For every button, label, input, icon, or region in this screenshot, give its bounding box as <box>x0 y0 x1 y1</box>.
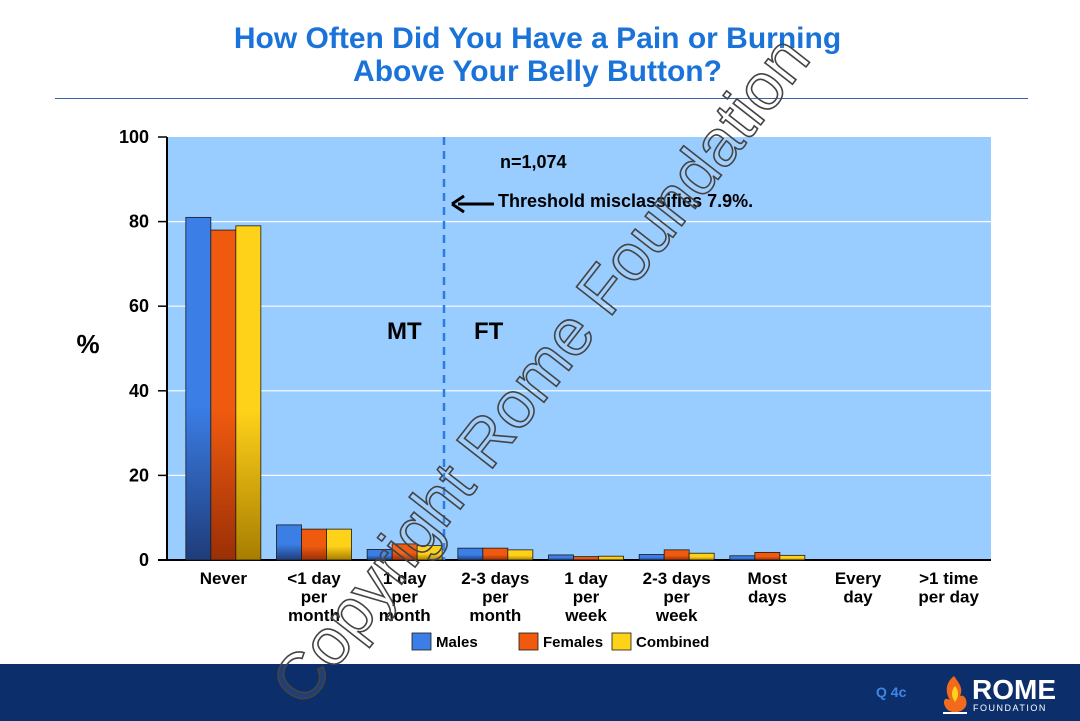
mt-region-label: MT <box>387 318 422 345</box>
question-label: Q 4c <box>876 684 907 700</box>
flame-icon <box>943 676 967 714</box>
bar-females <box>573 556 599 561</box>
x-tick-label: >1 time per day <box>918 569 979 607</box>
bar-females <box>391 543 418 561</box>
y-tick-label: 60 <box>129 296 149 316</box>
x-tick-label: Every day <box>835 569 882 607</box>
bar-combined <box>235 225 262 561</box>
bar-males <box>366 549 393 561</box>
y-tick-label: 100 <box>119 127 149 147</box>
bar-females <box>210 229 237 561</box>
x-tick-label: Never <box>200 569 248 588</box>
x-tick-label: Most days <box>747 569 787 607</box>
logo-subtitle: FOUNDATION <box>973 703 1047 713</box>
y-tick-label: 40 <box>129 381 149 401</box>
legend-swatch-males <box>411 632 432 651</box>
y-tick-label: 0 <box>139 550 149 570</box>
logo-wordmark: ROME <box>972 674 1056 705</box>
bar-females <box>301 528 327 561</box>
x-tick-label: 2-3 days per month <box>461 569 529 625</box>
legend-swatch-combined <box>611 632 632 651</box>
x-tick-label: <1 day per month <box>287 569 341 625</box>
legend-label-females: Females <box>543 634 603 651</box>
ft-region-label: FT <box>474 318 504 345</box>
x-tick-label: 1 day per week <box>564 569 608 625</box>
y-axis-label: % <box>76 329 99 359</box>
chart-title: How Often Did You Have a Pain or Burning… <box>0 22 1075 88</box>
title-line-2: Above Your Belly Button? <box>353 55 722 88</box>
footer-bar <box>0 664 1080 721</box>
x-tick-label: 1 day per month <box>379 569 431 625</box>
bar-females <box>482 547 509 561</box>
threshold-arrowhead <box>451 194 465 214</box>
bar-females <box>754 551 781 561</box>
rome-foundation-logo: ROME FOUNDATION <box>940 672 1070 716</box>
bar-chart: 0 20 40 60 80 100% Never <1 day per month 1 day per… <box>76 127 991 651</box>
y-tick-label: 20 <box>129 465 149 485</box>
bar-combined <box>779 554 806 561</box>
bar-males <box>548 554 574 561</box>
legend-swatch-females <box>518 632 539 651</box>
bar-males <box>457 547 484 561</box>
y-tick-label: 80 <box>129 212 149 232</box>
bar-males <box>638 554 665 561</box>
legend-label-combined: Combined <box>636 634 709 651</box>
legend-label-males: Males <box>436 634 478 651</box>
bar-males <box>729 555 756 561</box>
bar-combined <box>598 555 624 561</box>
bar-combined <box>507 549 534 561</box>
sample-size-label: n=1,074 <box>500 152 567 172</box>
bar-males <box>185 216 212 561</box>
threshold-annotation: Threshold misclassifies 7.9%. <box>498 191 753 211</box>
plot-area <box>167 137 991 560</box>
bar-females <box>663 549 690 561</box>
bar-combined <box>688 552 715 561</box>
bar-combined <box>416 545 443 561</box>
bar-combined <box>326 528 352 561</box>
title-line-1: How Often Did You Have a Pain or Burning <box>233 22 842 55</box>
title-divider <box>55 98 1028 99</box>
x-tick-label: 2-3 days per week <box>643 569 711 625</box>
bar-males <box>276 524 302 561</box>
